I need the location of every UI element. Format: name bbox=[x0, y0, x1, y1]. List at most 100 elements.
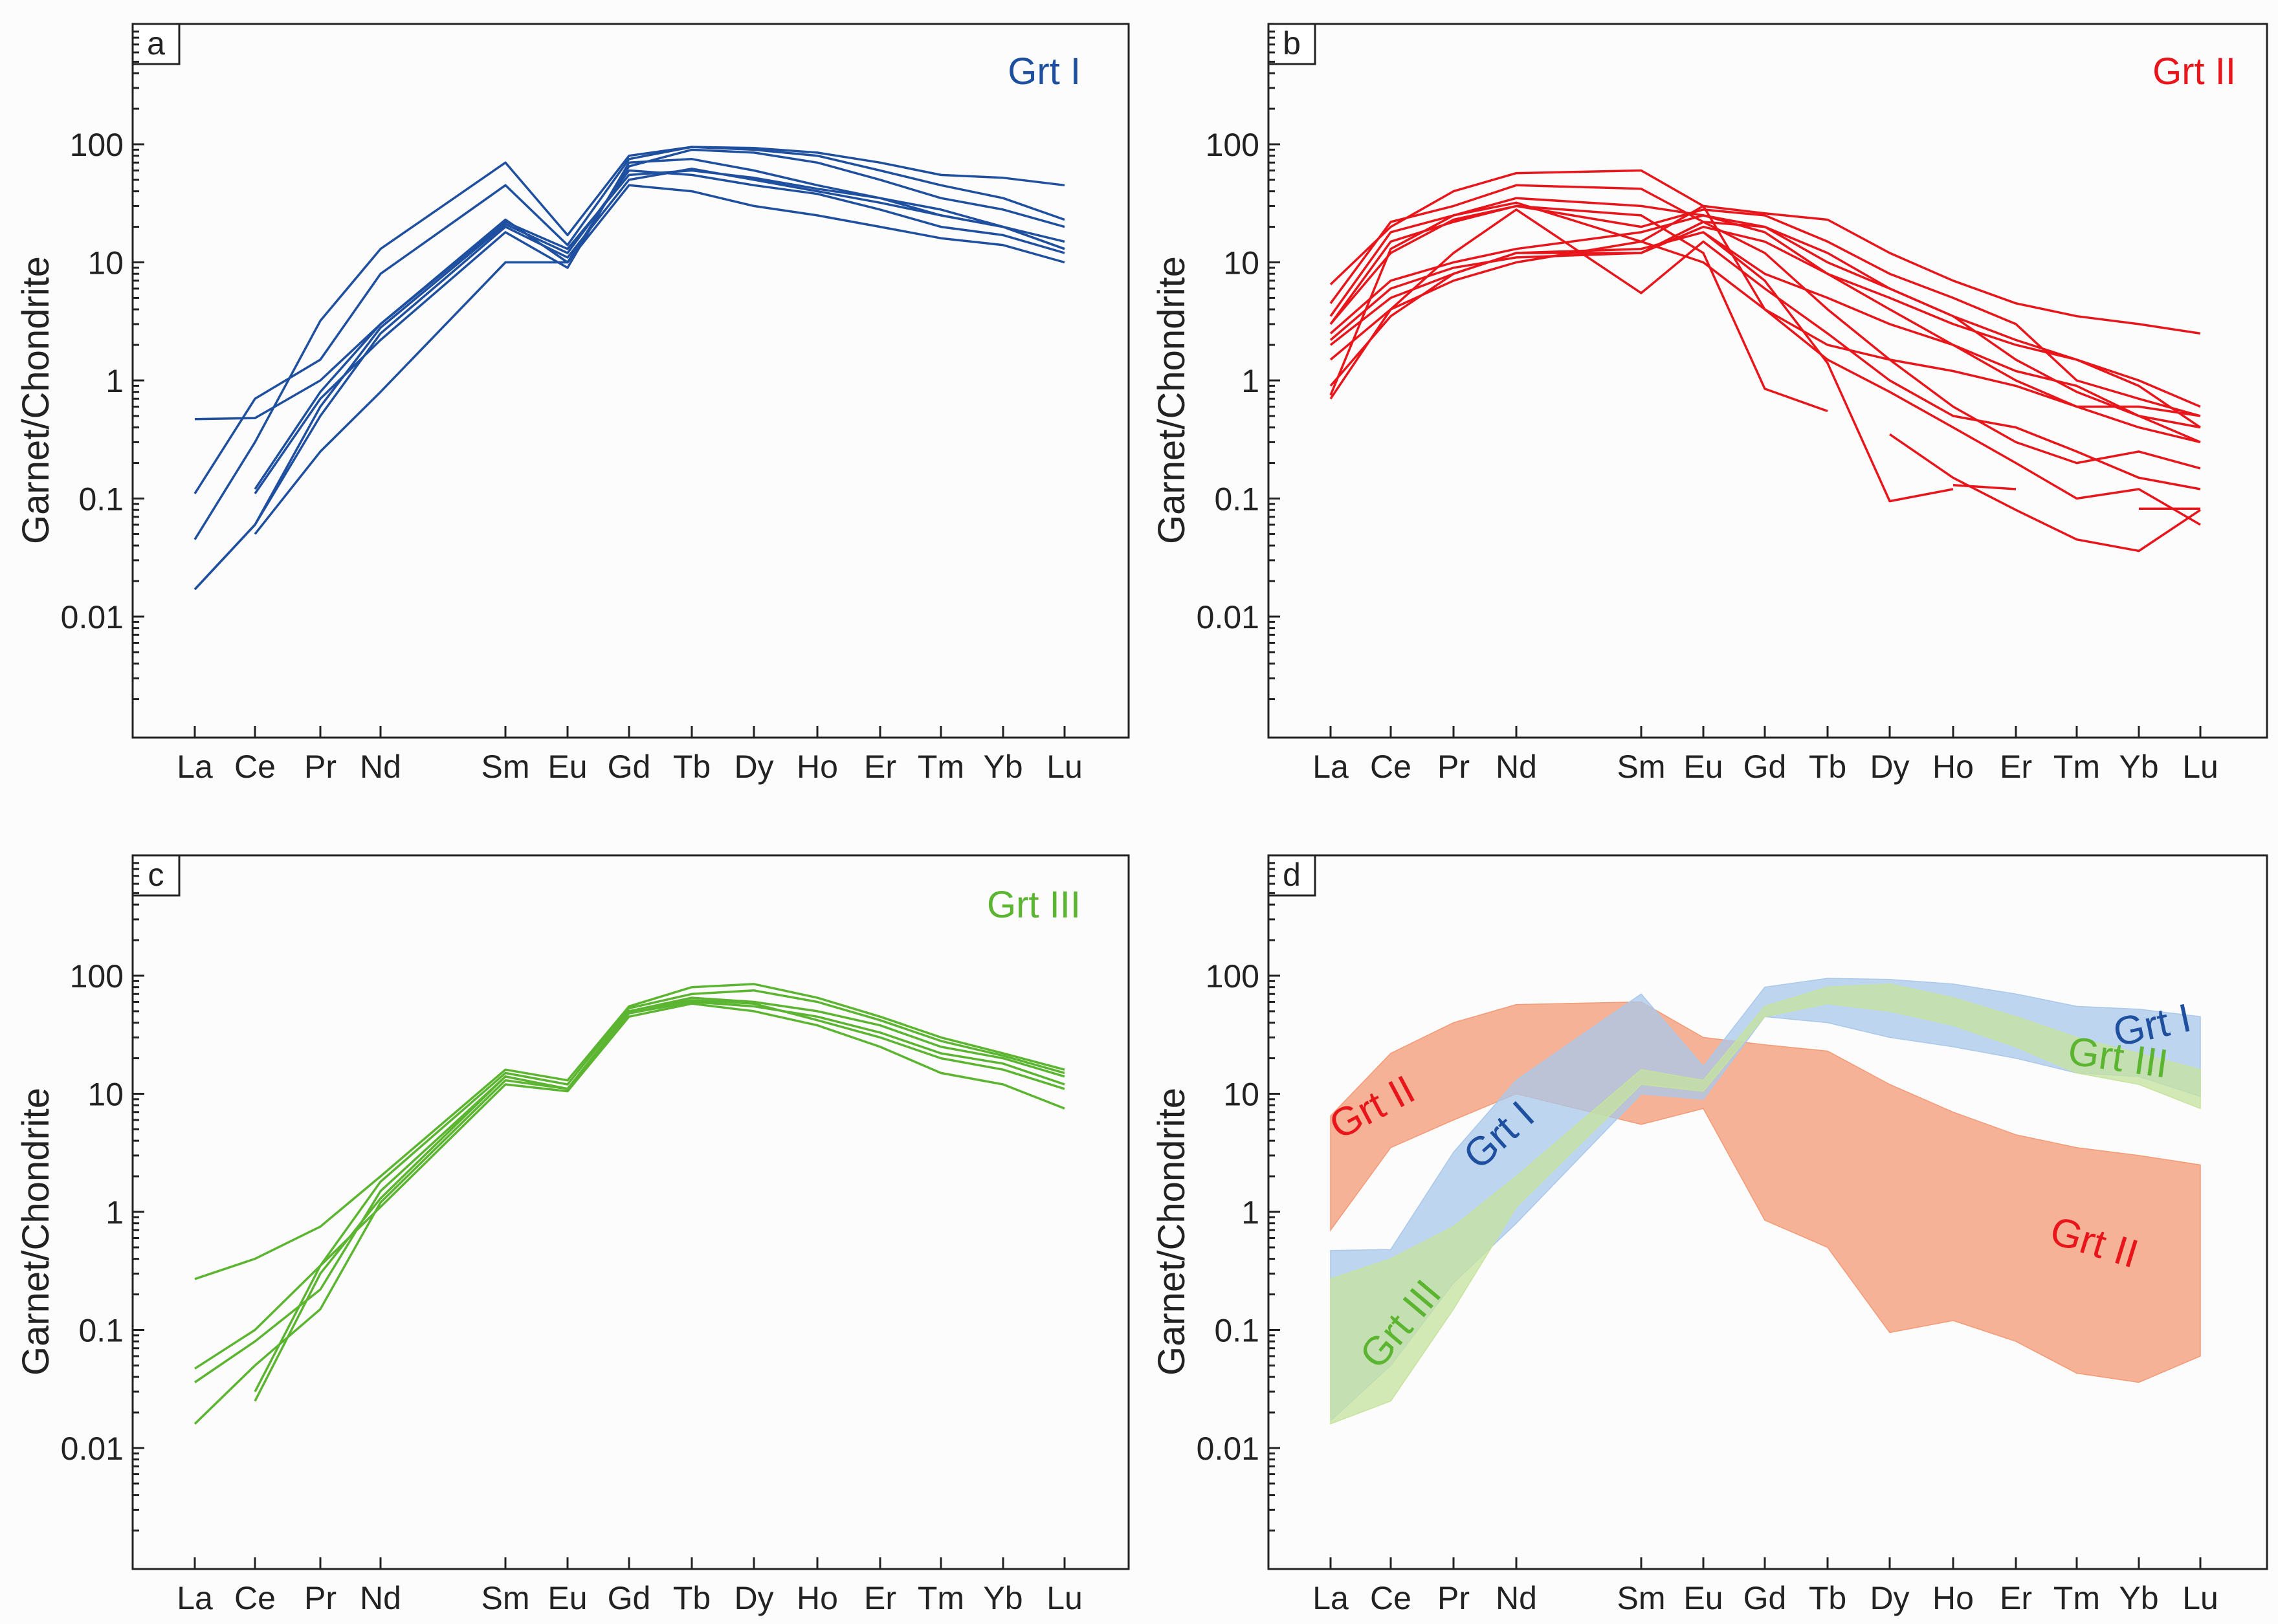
x-tick-label: Lu bbox=[2182, 749, 2218, 785]
y-tick-label: 10 bbox=[87, 1077, 124, 1113]
x-tick-label: Ce bbox=[1370, 749, 1411, 785]
x-tick-label: La bbox=[177, 749, 213, 785]
panel-a: a 0.01 0.1 1 10 100 La Ce Pr Nd Sm Eu Gd Tb Dy Ho Er Tm Yb… bbox=[15, 23, 1130, 785]
x-tick-label: Ce bbox=[1370, 1580, 1411, 1616]
x-tick-label: Ho bbox=[797, 1580, 838, 1616]
x-tick-label: Eu bbox=[547, 749, 587, 785]
y-tick-label: 10 bbox=[1223, 1077, 1259, 1113]
x-tick-label: Lu bbox=[1046, 749, 1083, 785]
x-tick-label: Nd bbox=[360, 1580, 401, 1616]
series-line bbox=[194, 983, 1065, 1280]
y-tick-label: 0.1 bbox=[78, 481, 124, 518]
series-line bbox=[1329, 204, 1828, 413]
panel-letter: b bbox=[1283, 25, 1301, 61]
x-tick-label: Tb bbox=[1809, 749, 1846, 785]
x-tick-label: Eu bbox=[547, 1580, 587, 1616]
series-line bbox=[1329, 169, 2201, 335]
panel-letter-box bbox=[131, 854, 181, 897]
series-line bbox=[194, 996, 1065, 1383]
x-tick-label: Dy bbox=[1870, 1580, 1909, 1616]
x-tick-label: Sm bbox=[1617, 749, 1666, 785]
x-tick-label: Dy bbox=[734, 749, 773, 785]
series-line bbox=[1329, 201, 2201, 526]
plot-frame bbox=[131, 854, 1130, 1570]
y-axis-label: Garnet/Chondrite bbox=[1151, 256, 1193, 544]
series-line bbox=[254, 184, 1065, 535]
series-line bbox=[1329, 221, 2201, 470]
x-tick-label: Pr bbox=[1437, 749, 1470, 785]
series-line bbox=[194, 146, 1065, 540]
series-line bbox=[1702, 231, 1954, 503]
y-axis-label: Garnet/Chondrite bbox=[1151, 1088, 1193, 1376]
y-axis-label: Garnet/Chondrite bbox=[15, 256, 57, 544]
series-line bbox=[1329, 208, 2201, 490]
y-tick-label: 100 bbox=[1206, 958, 1259, 994]
x-tick-label: Dy bbox=[1870, 749, 1909, 785]
series-line bbox=[194, 168, 1065, 591]
x-tick-label: Er bbox=[864, 1580, 896, 1616]
series-line bbox=[1329, 204, 2201, 417]
x-tick-label: Gd bbox=[608, 1580, 651, 1616]
x-tick-label: Ho bbox=[797, 749, 838, 785]
x-tick-label: Tb bbox=[1809, 1580, 1846, 1616]
x-tick-label: Ce bbox=[234, 1580, 276, 1616]
series-line bbox=[194, 989, 1065, 1370]
y-axis-label: Garnet/Chondrite bbox=[15, 1088, 57, 1376]
x-tick-label: Tb bbox=[673, 749, 711, 785]
y-tick-label: 0.01 bbox=[61, 599, 124, 635]
plot-frame bbox=[1267, 23, 2268, 739]
series-title: Grt II bbox=[2152, 50, 2236, 93]
x-tick-label: Yb bbox=[2119, 749, 2158, 785]
x-tick-label: Eu bbox=[1683, 1580, 1723, 1616]
series-line bbox=[1329, 197, 2201, 429]
series-line bbox=[254, 999, 1065, 1402]
x-tick-label: Tm bbox=[2053, 1580, 2100, 1616]
x-tick-label: Yb bbox=[983, 749, 1023, 785]
series-line bbox=[1329, 240, 2201, 444]
series-line bbox=[254, 1002, 1065, 1392]
x-tick-label: Gd bbox=[1743, 749, 1787, 785]
series-title: Grt I bbox=[1008, 50, 1081, 93]
series-line bbox=[194, 169, 1065, 591]
panel-letter: a bbox=[147, 25, 165, 61]
plot-frame bbox=[131, 23, 1130, 739]
y-tick-label: 0.1 bbox=[1214, 1313, 1259, 1349]
x-tick-label: Yb bbox=[983, 1580, 1023, 1616]
x-tick-label: Tm bbox=[918, 1580, 964, 1616]
band-grt-iii bbox=[1330, 983, 2201, 1425]
panel-c: c 0.01 0.1 1 10 100 La Ce Pr Nd Sm Eu Gd Tb Dy Ho Er Tm Yb… bbox=[15, 854, 1130, 1616]
series-line bbox=[194, 1000, 1065, 1425]
x-tick-label: Gd bbox=[1743, 1580, 1787, 1616]
y-tick-label: 0.01 bbox=[1197, 599, 1259, 635]
x-tick-label: Lu bbox=[2182, 1580, 2218, 1616]
x-tick-label: Ho bbox=[1932, 1580, 1974, 1616]
series-line bbox=[1889, 433, 2201, 553]
y-tick-label: 1 bbox=[1241, 1194, 1259, 1231]
panel-letter: c bbox=[148, 857, 164, 893]
x-tick-label: Gd bbox=[608, 749, 651, 785]
y-tick-label: 1 bbox=[105, 363, 124, 399]
y-tick-label: 0.1 bbox=[78, 1313, 124, 1349]
y-tick-label: 0.1 bbox=[1214, 481, 1259, 518]
panel-b: b 0.01 0.1 1 10 100 La Ce Pr Nd Sm Eu Gd Tb Dy Ho Er Tm Yb… bbox=[1151, 23, 2268, 785]
series-line bbox=[254, 169, 1065, 490]
x-tick-label: Er bbox=[2000, 1580, 2032, 1616]
series-line bbox=[194, 148, 1065, 421]
y-tick-label: 1 bbox=[1241, 363, 1259, 399]
panel-letter: d bbox=[1283, 857, 1301, 893]
x-tick-label: Dy bbox=[734, 1580, 773, 1616]
x-tick-label: Tm bbox=[2053, 749, 2100, 785]
x-tick-label: Tb bbox=[673, 1580, 711, 1616]
x-tick-label: Sm bbox=[481, 749, 530, 785]
x-tick-label: La bbox=[1312, 749, 1349, 785]
y-tick-label: 100 bbox=[70, 958, 124, 994]
y-tick-label: 10 bbox=[1223, 245, 1259, 281]
x-tick-label: Er bbox=[2000, 749, 2032, 785]
y-tick-label: 0.01 bbox=[61, 1431, 124, 1467]
x-tick-label: Nd bbox=[360, 749, 401, 785]
series-line bbox=[1952, 483, 2017, 490]
x-tick-label: Sm bbox=[1617, 1580, 1666, 1616]
x-tick-label: Pr bbox=[1437, 1580, 1470, 1616]
x-tick-label: La bbox=[1312, 1580, 1349, 1616]
panel-d: d 0.01 0.1 1 10 100 La Ce Pr Nd Sm Eu Gd Tb Dy Ho Er Tm Yb… bbox=[1151, 854, 2268, 1616]
